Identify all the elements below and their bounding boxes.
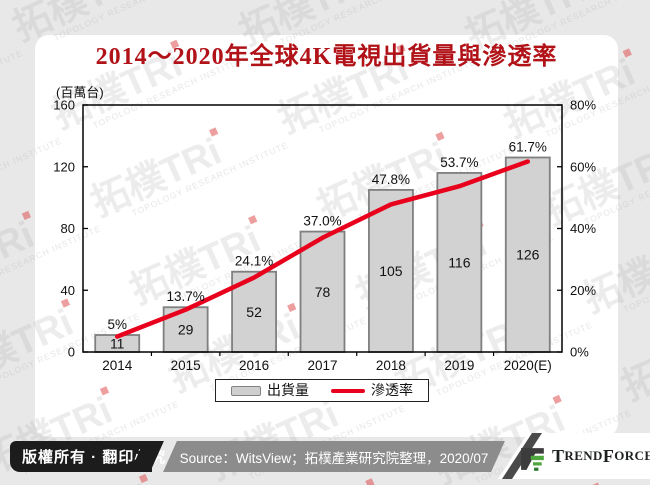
left-axis-tick-label: 160 (53, 98, 75, 113)
left-axis-tick-label: 120 (53, 159, 75, 174)
left-axis-tick-label: 40 (61, 283, 75, 298)
trendforce-logo-text: T REND F ORCE (552, 433, 650, 479)
penetration-value-label: 24.1% (235, 254, 273, 269)
copyright-banner: 版權所有 · 翻印必究 (10, 441, 165, 472)
right-axis-tick-label: 0% (570, 345, 589, 360)
penetration-value-label: 37.0% (303, 214, 341, 229)
legend-line-swatch (331, 388, 365, 393)
bar-value-label: 29 (178, 322, 194, 338)
x-axis-label: 2018 (376, 358, 406, 373)
legend-penetration-label: 滲透率 (371, 382, 413, 398)
bar-value-label: 52 (246, 304, 262, 320)
penetration-value-label: 13.7% (167, 289, 205, 304)
x-axis-label: 2019 (444, 358, 474, 373)
x-axis-label: 2017 (307, 358, 337, 373)
bar-value-label: 78 (315, 284, 331, 300)
legend-shipments-label: 出貨量 (267, 382, 309, 398)
chart-legend: 出貨量 滲透率 (215, 379, 429, 402)
left-axis-tick-label: 80 (61, 221, 75, 236)
x-axis-label: 2016 (239, 358, 269, 373)
right-axis-tick-label: 20% (570, 283, 596, 298)
x-axis-label: 2020(E) (504, 358, 552, 373)
source-text: Source：WitsView；拓樸產業研究院整理，2020/07 (179, 450, 489, 466)
right-axis-tick-label: 80% (570, 98, 596, 113)
penetration-value-label: 61.7% (509, 139, 547, 154)
logo-letter-t: T (552, 445, 565, 466)
penetration-value-label: 47.8% (372, 172, 410, 187)
bar-value-label: 116 (448, 254, 471, 270)
x-axis-label: 2014 (102, 358, 133, 373)
penetration-value-label: 5% (107, 317, 127, 332)
logo-rend: REND (564, 448, 603, 463)
penetration-value-label: 53.7% (440, 155, 478, 170)
combo-chart: 0 40 80 120 160 0% 20% 40% 60% 80% 2014 2015 2016 201… (53, 98, 596, 374)
left-axis-tick-label: 0 (68, 345, 75, 360)
source-banner: Source：WitsView；拓樸產業研究院整理，2020/07 (163, 441, 505, 472)
bar-value-label: 105 (379, 263, 403, 279)
right-axis-tick-label: 60% (570, 159, 596, 174)
legend-bar-swatch (231, 385, 261, 396)
logo-letter-f: F (602, 445, 615, 466)
bar-value-label: 126 (516, 247, 540, 263)
right-axis-tick-label: 40% (570, 221, 596, 236)
logo-orce: ORCE (614, 448, 650, 463)
trendforce-logo-icon (521, 448, 544, 471)
x-axis-label: 2015 (171, 358, 201, 373)
